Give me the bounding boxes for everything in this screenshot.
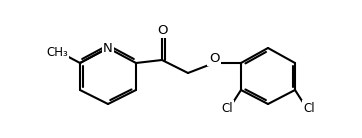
Text: CH₃: CH₃	[46, 47, 68, 59]
Text: O: O	[209, 51, 219, 64]
Text: Cl: Cl	[303, 102, 315, 115]
Text: N: N	[103, 42, 113, 55]
Text: Cl: Cl	[221, 102, 233, 115]
Text: O: O	[157, 23, 167, 36]
